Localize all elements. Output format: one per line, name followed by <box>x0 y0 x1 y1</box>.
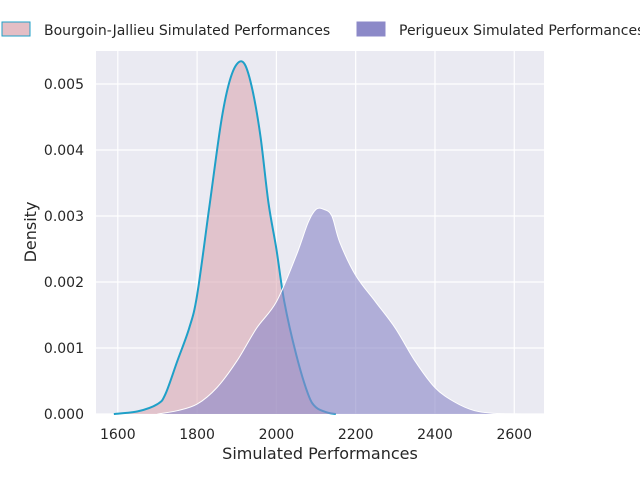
legend-label-bourgoin-jallieu: Bourgoin-Jallieu Simulated Performances <box>44 23 330 39</box>
y-tick-label: 0.004 <box>44 143 84 159</box>
x-tick-label: 2400 <box>417 427 453 443</box>
legend-swatch-bourgoin-jallieu <box>1 21 31 37</box>
legend: Bourgoin-Jallieu Simulated Performances P… <box>1 21 640 39</box>
y-axis-label: Density <box>21 202 40 263</box>
x-tick-label: 1600 <box>100 427 136 443</box>
tick-layer: 1600 1800 2000 2200 2400 2600 0.000 0.001 0.002 0… <box>44 77 532 443</box>
x-tick-label: 1800 <box>179 427 215 443</box>
legend-swatch-perigueux <box>356 21 386 37</box>
y-tick-label: 0.005 <box>44 77 84 93</box>
x-tick-label: 2600 <box>496 427 532 443</box>
area-layer <box>113 60 523 415</box>
perigueux-density-area <box>157 208 523 414</box>
x-axis-label: Simulated Performances <box>222 444 418 463</box>
x-tick-label: 2000 <box>259 427 295 443</box>
x-tick-label: 2200 <box>338 427 374 443</box>
y-tick-label: 0.000 <box>44 407 84 423</box>
y-tick-label: 0.003 <box>44 209 84 225</box>
legend-label-perigueux: Perigueux Simulated Performances <box>399 23 640 39</box>
y-tick-label: 0.002 <box>44 275 84 291</box>
perigueux-density-line <box>157 207 523 415</box>
y-tick-label: 0.001 <box>44 341 84 357</box>
